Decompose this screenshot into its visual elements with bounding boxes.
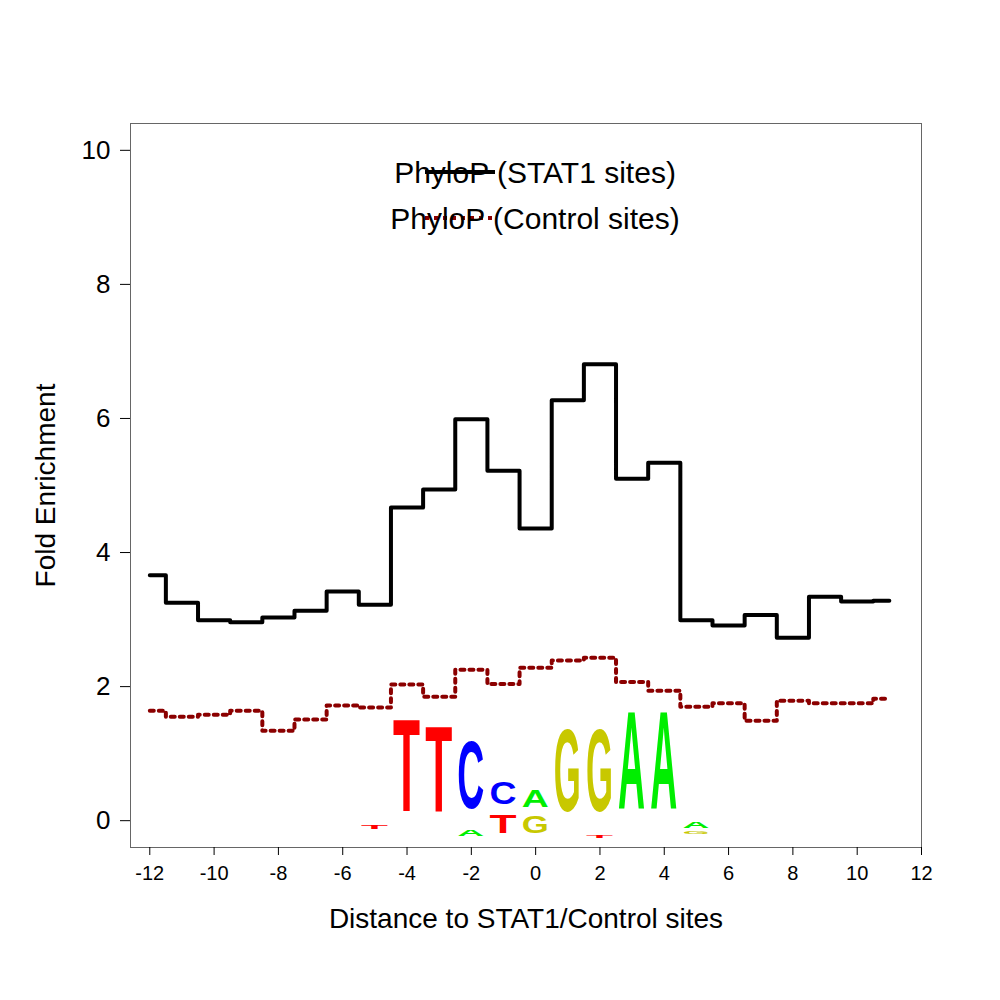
svg-text:4: 4 [659, 862, 670, 884]
svg-text:PhyloP (STAT1 sites): PhyloP (STAT1 sites) [394, 156, 676, 189]
svg-text:T: T [489, 810, 516, 839]
svg-text:G: G [682, 830, 709, 835]
svg-text:10: 10 [846, 862, 868, 884]
svg-text:C: C [457, 721, 484, 828]
svg-text:G: G [586, 705, 613, 835]
svg-text:6: 6 [96, 403, 110, 433]
svg-text:8: 8 [787, 862, 798, 884]
svg-text:-2: -2 [462, 862, 480, 884]
svg-text:C: C [489, 776, 516, 810]
svg-text:PhyloP (Control sites): PhyloP (Control sites) [390, 202, 680, 235]
svg-text:-6: -6 [334, 862, 352, 884]
svg-text:A: A [618, 684, 645, 838]
svg-text:T: T [361, 823, 388, 830]
svg-text:T: T [586, 835, 613, 838]
svg-text:A: A [522, 786, 549, 813]
svg-text:-10: -10 [200, 862, 229, 884]
svg-text:0: 0 [96, 805, 110, 835]
svg-text:8: 8 [96, 269, 110, 299]
svg-text:0: 0 [530, 862, 541, 884]
svg-text:2: 2 [594, 862, 605, 884]
svg-text:12: 12 [910, 862, 932, 884]
svg-text:Fold Enrichment: Fold Enrichment [30, 383, 61, 587]
svg-text:-8: -8 [270, 862, 288, 884]
svg-text:G: G [522, 812, 549, 838]
svg-text:T: T [425, 701, 452, 839]
svg-text:G: G [554, 705, 581, 835]
svg-text:2: 2 [96, 671, 110, 701]
svg-text:A: A [457, 828, 484, 838]
svg-text:-12: -12 [135, 862, 164, 884]
svg-text:T: T [393, 691, 420, 839]
svg-text:A: A [682, 820, 709, 830]
svg-text:4: 4 [96, 537, 110, 567]
svg-text:-4: -4 [398, 862, 416, 884]
svg-text:Distance to STAT1/Control site: Distance to STAT1/Control sites [329, 903, 723, 934]
svg-text:10: 10 [82, 135, 111, 165]
svg-text:6: 6 [723, 862, 734, 884]
svg-text:A: A [650, 684, 677, 838]
